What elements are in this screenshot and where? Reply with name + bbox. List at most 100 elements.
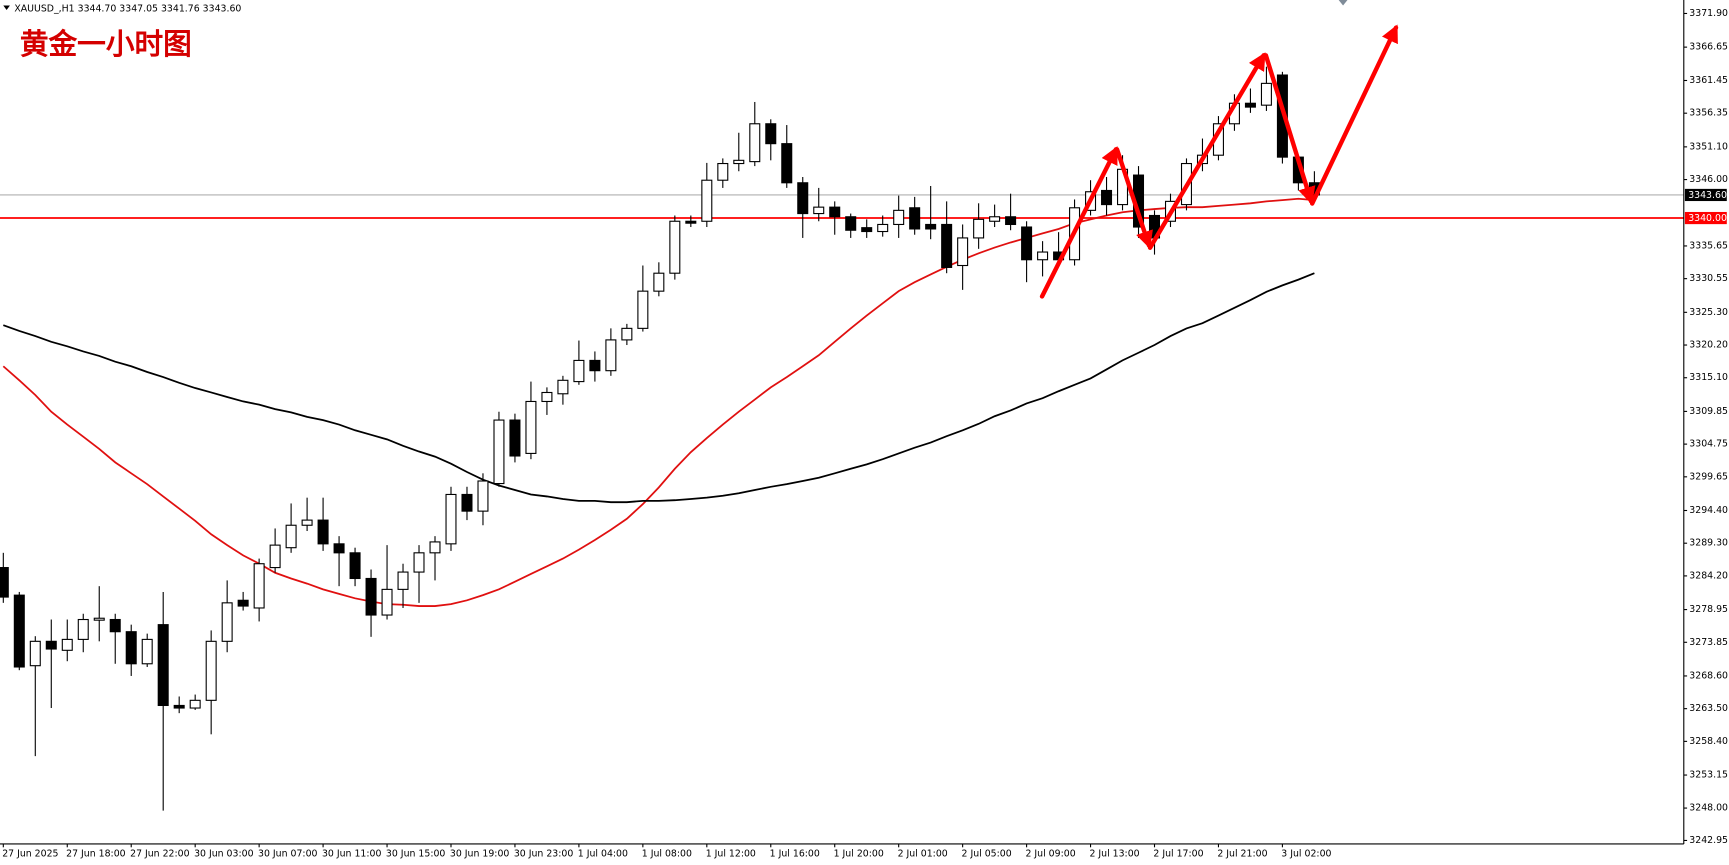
candle-body [301,519,313,526]
candle-body [621,327,633,341]
plot-area [0,66,1684,811]
x-tick-label: 30 Jun 23:00 [514,848,573,859]
candle-body [493,419,505,485]
candle-body [461,493,473,512]
candle-body [29,640,41,667]
candle-body [381,588,393,616]
x-tick-label: 27 Jun 18:00 [66,848,125,859]
candle-body [637,290,649,329]
candle-body [893,209,905,226]
y-tick-label: 3315.10 [1689,372,1728,383]
candle-body [93,617,105,621]
y-tick-label: 3258.40 [1689,736,1728,747]
y-tick-label: 3325.30 [1689,307,1728,318]
candle-body [269,544,281,569]
y-tick-label: 3304.75 [1689,439,1728,450]
moving-average [2,197,1315,607]
x-tick-label: 2 Jul 05:00 [962,848,1012,859]
price-label-box [1684,211,1727,225]
candle-body [1037,251,1049,261]
candle-body [1244,102,1256,108]
candle-body [589,359,601,372]
header: XAUUSD_,H1 3344.70 3347.05 3341.76 3343.… [14,3,241,14]
candle-body [573,359,585,383]
candle-body [205,640,217,701]
candle-body [973,218,985,239]
price-label-box [1684,188,1727,202]
y-tick-label: 3320.20 [1689,340,1728,351]
candle-body [541,391,553,403]
y-tick-label: 3335.65 [1689,240,1728,251]
candle-body [1260,82,1272,106]
y-tick-label: 3366.65 [1689,42,1728,53]
candle-body [429,541,441,554]
y-tick-label: 3371.90 [1689,8,1728,19]
candle-body [685,220,697,224]
candle-body [957,237,969,267]
candle-body [605,339,617,372]
candle-body [45,640,57,650]
candle-body [333,543,345,554]
x-tick-label: 1 Jul 08:00 [642,848,692,859]
candle-body [733,159,745,165]
arrow [1114,147,1153,249]
x-tick-label: 1 Jul 16:00 [770,848,820,859]
x-tick-label: 30 Jun 07:00 [258,848,317,859]
candle-body [221,602,233,642]
candle-body [877,223,889,233]
y-tick-label: 3273.85 [1689,637,1728,648]
y-tick-label: 3351.10 [1689,141,1728,152]
candle-body [717,162,729,181]
price-label: 3340.00 [1688,213,1727,224]
candle-body [861,227,873,233]
candle-body [989,216,1001,222]
x-tick-label: 30 Jun 15:00 [386,848,445,859]
candle-body [1005,216,1017,226]
arrow [1309,24,1399,206]
candle-body [829,206,841,218]
candle-body [413,552,425,573]
x-tick-label: 30 Jun 11:00 [322,848,381,859]
candle-body [189,699,201,709]
candle-body [909,207,921,230]
x-tick-label: 1 Jul 20:00 [834,848,884,859]
candle-body [253,563,265,609]
candle-body [397,571,409,590]
candle-body [653,272,665,292]
y-tick-label: 3289.30 [1689,538,1728,549]
x-tick-label: 30 Jun 03:00 [194,848,253,859]
candle-body [477,480,489,512]
candle-body [0,567,9,598]
arrow [1263,53,1316,205]
candle-body [749,123,761,163]
candle-body [141,638,153,665]
candle-body [669,220,681,274]
chart-title: 黄金一小时图 [20,27,192,61]
moving-average [3,272,1315,504]
x-tick-label: 2 Jul 17:00 [1153,848,1203,859]
y-tick-label: 3284.20 [1689,570,1728,581]
y-tick-label: 3268.60 [1689,670,1728,681]
candle-body [285,524,297,549]
candle-body [701,179,713,222]
candle-body [173,704,185,709]
candle-body [1101,189,1113,206]
y-tick-label: 3248.00 [1689,803,1728,814]
x-tick-label: 2 Jul 09:00 [1025,848,1075,859]
candle-body [349,552,361,580]
x-tick-label: 2 Jul 01:00 [898,848,948,859]
price-label: 3343.60 [1688,190,1727,201]
candle-body [509,419,521,457]
y-tick-label: 3242.95 [1689,835,1728,846]
y-tick-label: 3330.55 [1689,273,1728,284]
y-tick-label: 3361.45 [1689,75,1728,86]
y-tick-label: 3309.85 [1689,406,1728,417]
y-tick-label: 3263.50 [1689,703,1728,714]
y-tick-label: 3346.00 [1689,174,1728,185]
arrow [1147,52,1266,250]
candle-body [941,223,953,268]
candle-body [237,599,249,607]
